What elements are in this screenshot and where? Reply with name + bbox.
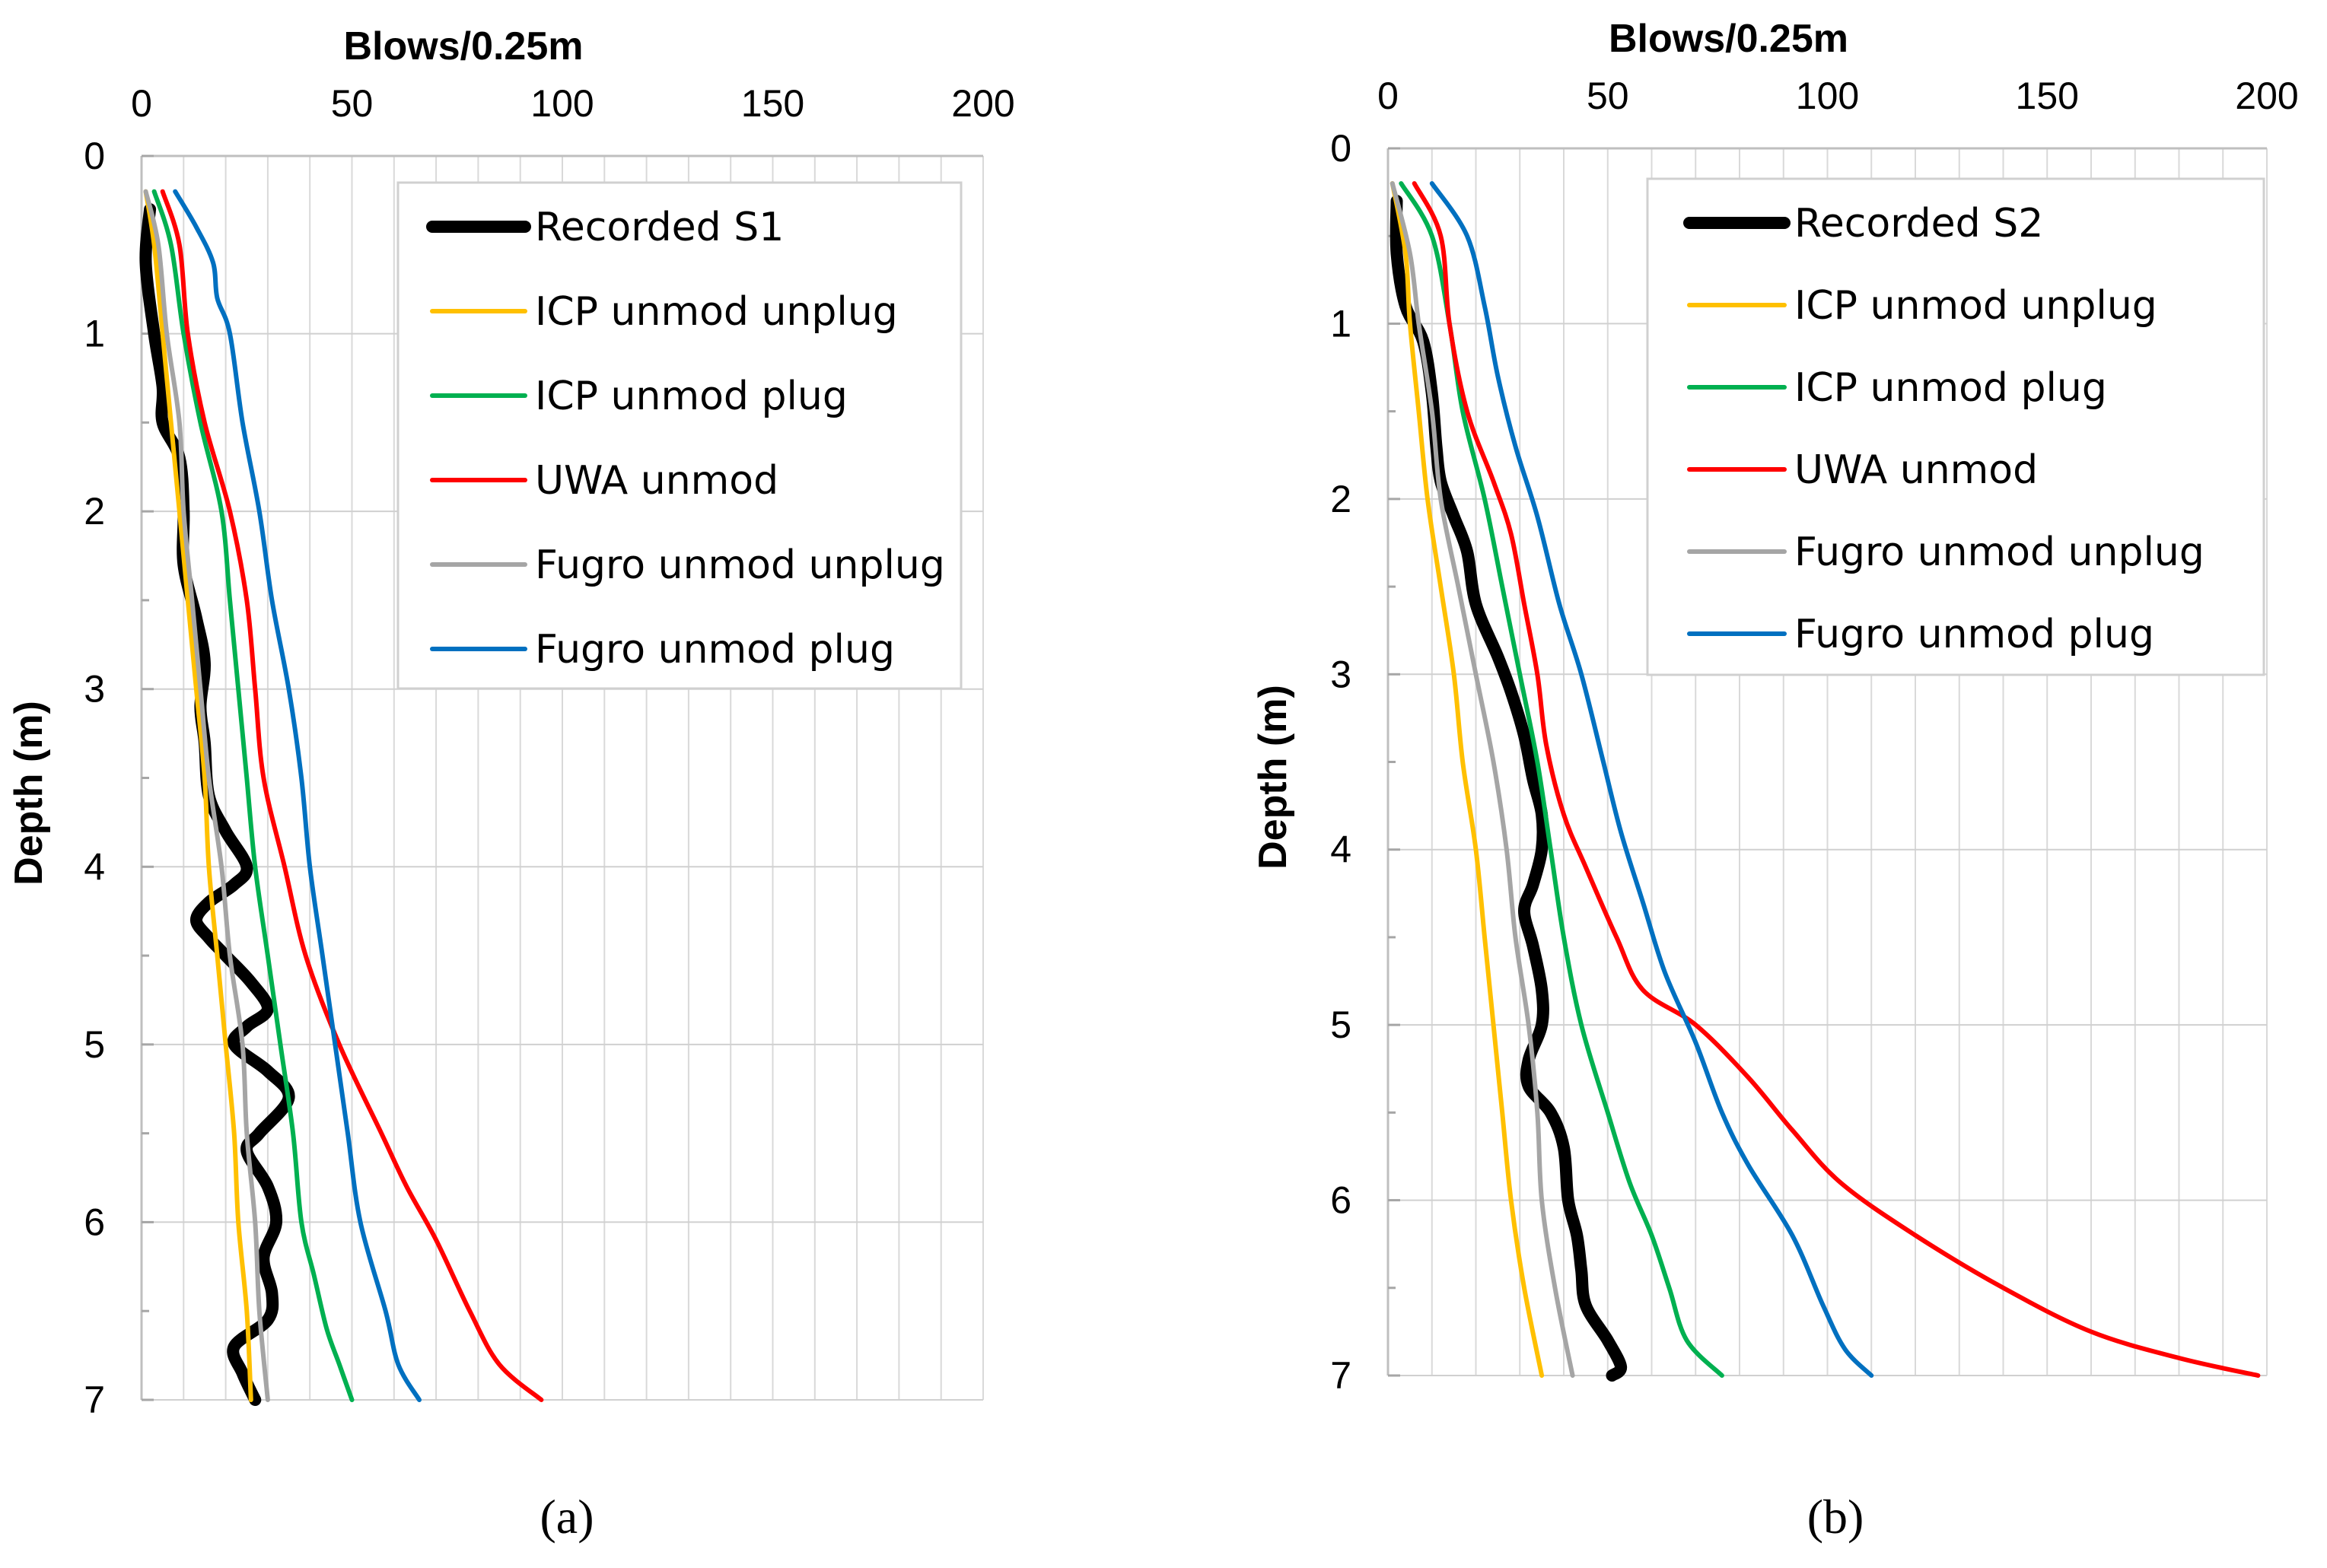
x-tick-label: 0 bbox=[1377, 75, 1399, 117]
x-axis-title: Blows/0.25m bbox=[1609, 17, 1848, 61]
y-tick-label: 6 bbox=[1330, 1179, 1351, 1222]
legend-label-fugro-unmod-plug: Fugro unmod plug bbox=[1794, 612, 2154, 657]
y-tick-label: 3 bbox=[1330, 653, 1351, 695]
legend-label-fugro-unmod-unplug: Fugro unmod unplug bbox=[1794, 530, 2204, 575]
x-tick-label: 150 bbox=[741, 82, 804, 125]
legend-label-uwa-unmod: UWA unmod bbox=[535, 458, 778, 504]
y-tick-label: 3 bbox=[84, 668, 105, 711]
legend-label-uwa-unmod: UWA unmod bbox=[1794, 447, 2038, 493]
legend-label-icp-unmod-unplug: ICP unmod unplug bbox=[535, 289, 898, 335]
y-tick-label: 7 bbox=[1330, 1354, 1351, 1397]
legend-label-icp-unmod-unplug: ICP unmod unplug bbox=[1794, 283, 2157, 329]
y-tick-label: 1 bbox=[1330, 302, 1351, 345]
legend-label-recorded-s2: Recorded S2 bbox=[1794, 201, 2043, 246]
x-tick-label: 50 bbox=[331, 82, 374, 125]
legend-label-fugro-unmod-unplug: Fugro unmod unplug bbox=[535, 542, 945, 588]
y-tick-label: 4 bbox=[1330, 829, 1351, 871]
series-line-icp-unmod-plug bbox=[151, 189, 355, 1402]
legend-label-recorded-s1: Recorded S1 bbox=[535, 205, 784, 250]
legend-box bbox=[396, 181, 963, 690]
x-tick-label: 100 bbox=[1796, 75, 1859, 117]
series-line-fugro-unmod-unplug bbox=[143, 189, 270, 1402]
y-tick-label: 2 bbox=[84, 490, 105, 533]
y-tick-label: 2 bbox=[1330, 478, 1351, 520]
chart-panel-a: 0 50 100 150 200 0 1 2 3 4 5 6 7 Blows/0.25m Depth (m)… bbox=[7, 24, 1015, 1421]
y-axis-title: Depth (m) bbox=[7, 701, 51, 886]
y-tick-label: 6 bbox=[84, 1201, 105, 1243]
legend-label-fugro-unmod-plug: Fugro unmod plug bbox=[535, 627, 895, 673]
x-tick-label: 100 bbox=[530, 82, 594, 125]
y-tick-label: 7 bbox=[84, 1379, 105, 1421]
panel-caption-b: (b) bbox=[1807, 1490, 1864, 1544]
legend-label-icp-unmod-plug: ICP unmod plug bbox=[1794, 365, 2107, 411]
y-tick-label: 0 bbox=[1330, 127, 1351, 170]
y-tick-label: 5 bbox=[1330, 1003, 1351, 1046]
chart-panel-b: 0 50 100 150 200 0 1 2 3 4 5 6 7 Blows/0.25m Depth (m)… bbox=[1251, 17, 2299, 1397]
x-axis-title: Blows/0.25m bbox=[343, 24, 583, 68]
panel-caption-a: (a) bbox=[540, 1490, 594, 1544]
series-line-fugro-unmod-plug bbox=[1429, 181, 1874, 1378]
x-tick-label: 150 bbox=[2016, 75, 2079, 117]
series-line-fugro-unmod-plug bbox=[173, 189, 422, 1402]
y-axis-title: Depth (m) bbox=[1251, 685, 1295, 870]
x-tick-label: 0 bbox=[131, 82, 152, 125]
series-line-icp-unmod-unplug bbox=[1390, 181, 1545, 1378]
y-tick-label: 5 bbox=[84, 1023, 105, 1066]
legend-box bbox=[1646, 177, 2265, 676]
x-tick-label: 200 bbox=[2235, 75, 2298, 117]
series-line-uwa-unmod bbox=[160, 189, 544, 1402]
y-tick-label: 1 bbox=[84, 313, 105, 355]
x-tick-label: 200 bbox=[951, 82, 1014, 125]
x-tick-label: 50 bbox=[1587, 75, 1629, 117]
series-line-uwa-unmod bbox=[1412, 181, 2261, 1378]
series-line-icp-unmod-unplug bbox=[143, 189, 253, 1402]
y-tick-label: 0 bbox=[84, 135, 105, 177]
legend-label-icp-unmod-plug: ICP unmod plug bbox=[535, 374, 848, 419]
y-tick-label: 4 bbox=[84, 845, 105, 888]
series-line-fugro-unmod-unplug bbox=[1390, 181, 1575, 1378]
